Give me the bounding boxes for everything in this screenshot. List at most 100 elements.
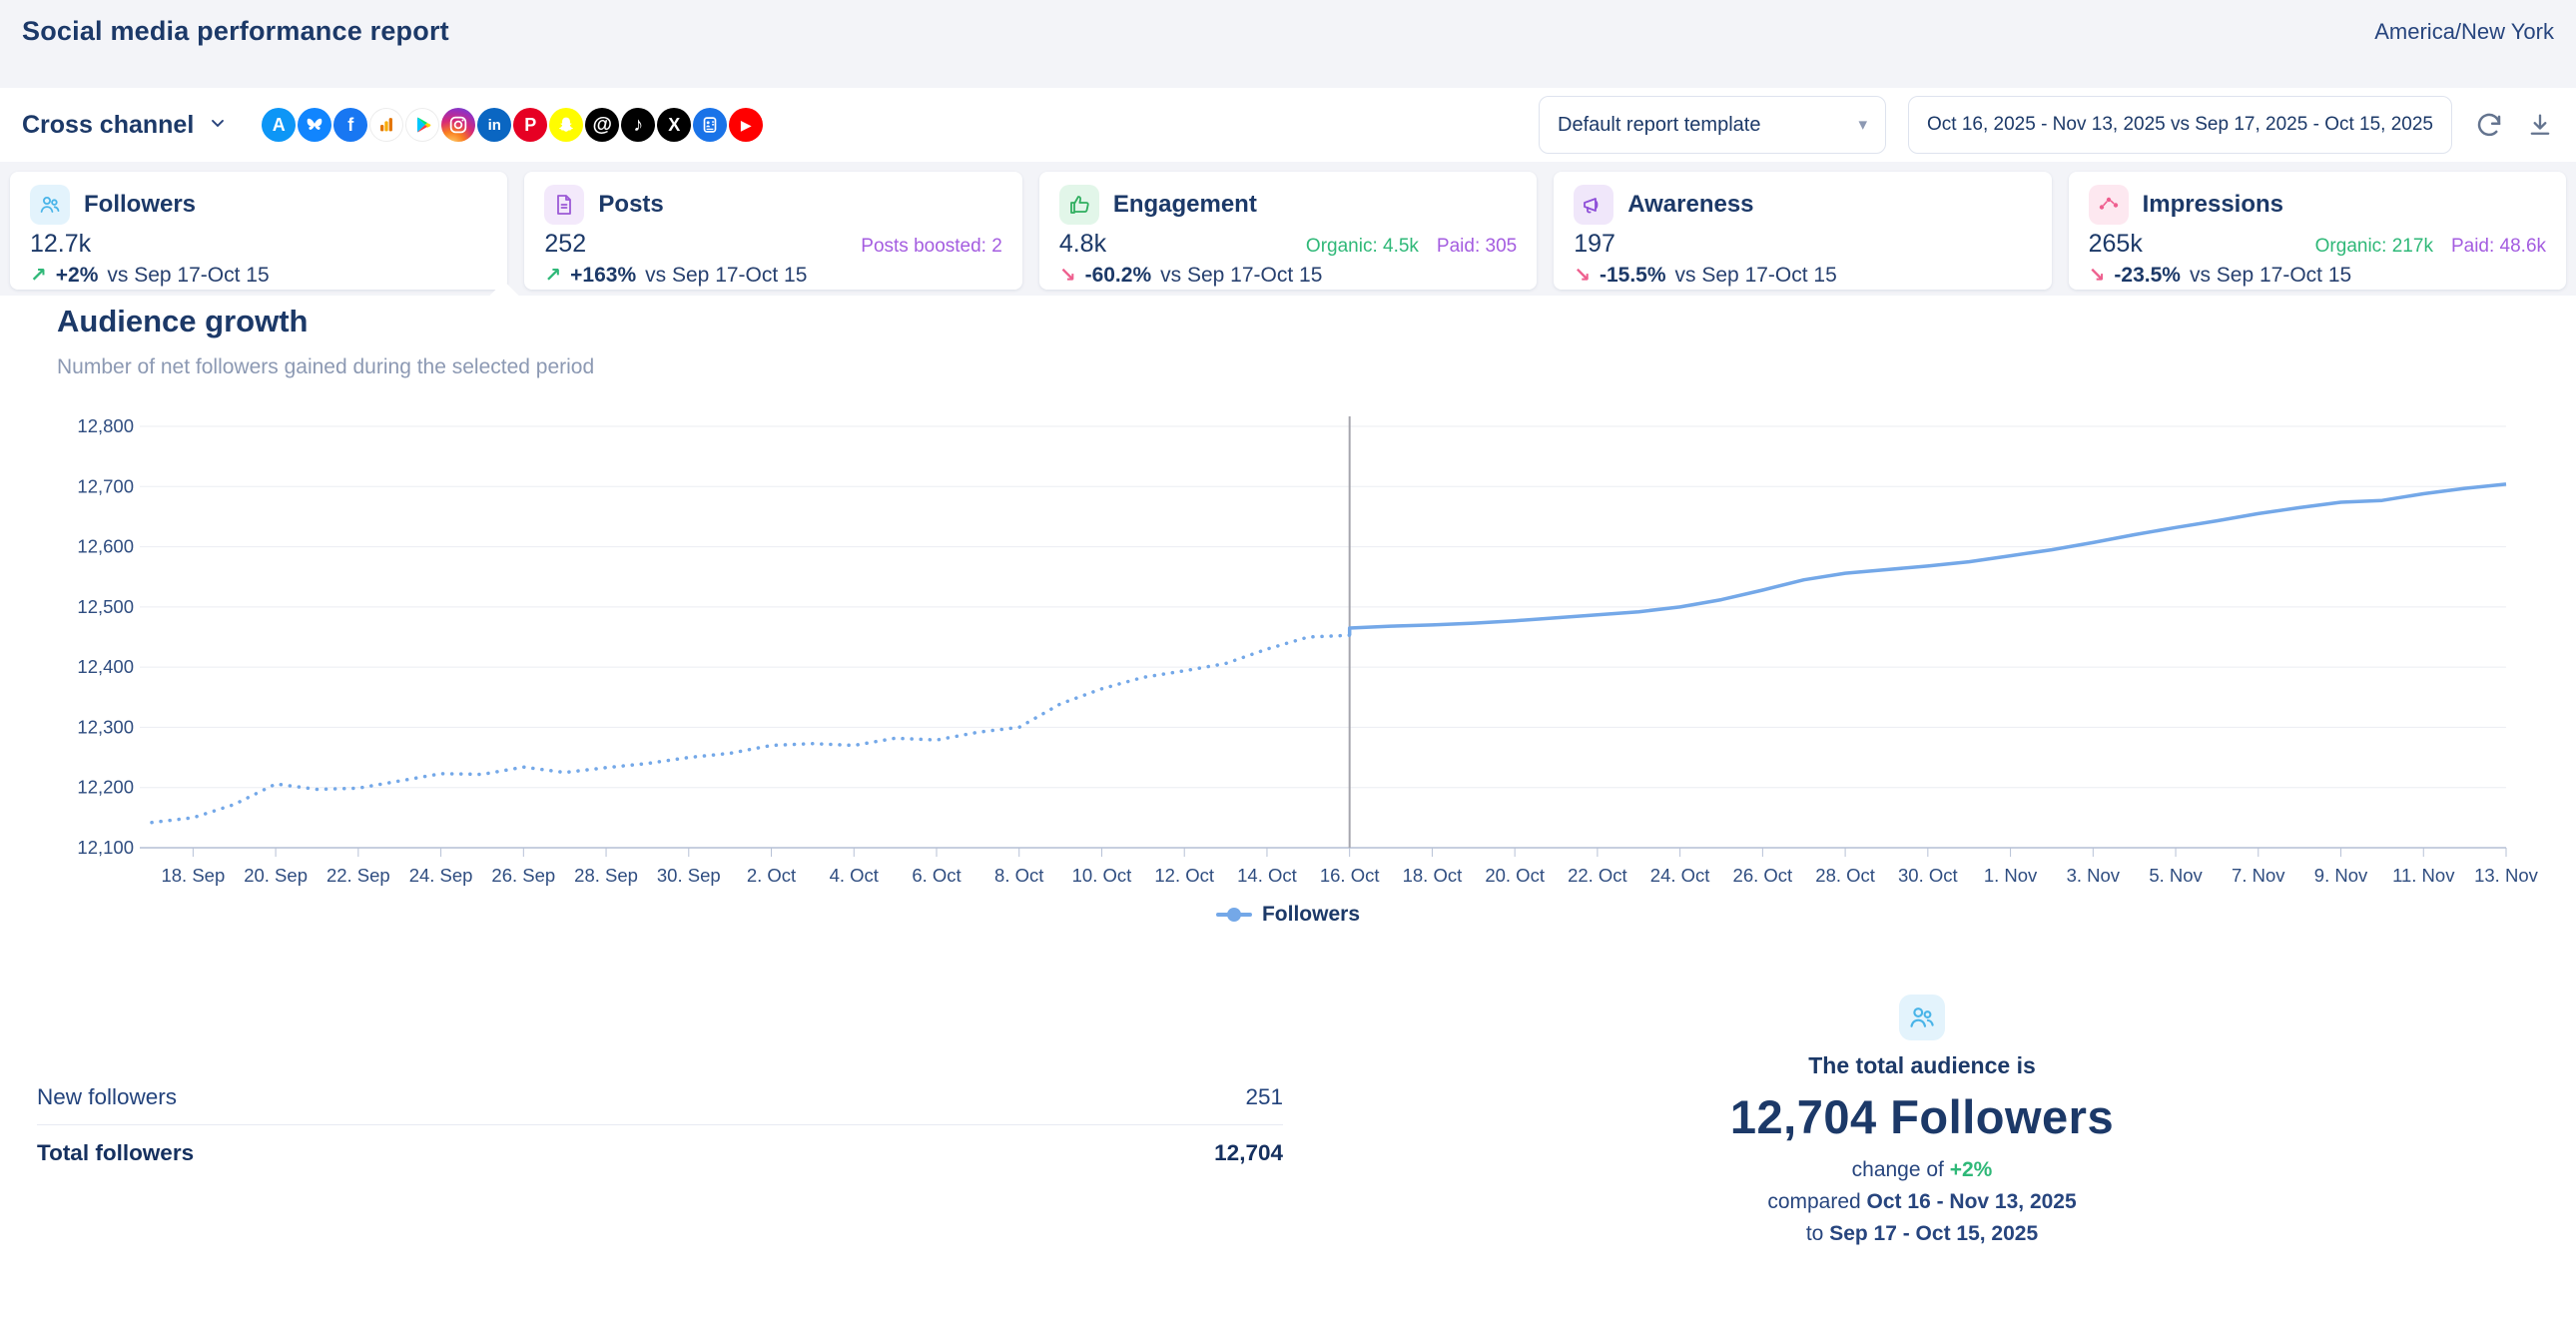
trend-up-icon: ↗ — [30, 265, 47, 287]
app-store-icon[interactable]: A — [262, 108, 297, 142]
svg-text:11. Nov: 11. Nov — [2392, 865, 2455, 886]
kpi-title: Impressions — [2142, 191, 2284, 218]
date-range-label: Oct 16, 2025 - Nov 13, 2025 vs Sep 17, 2… — [1927, 114, 2433, 135]
svg-text:30. Oct: 30. Oct — [1898, 865, 1958, 886]
svg-text:26. Sep: 26. Sep — [491, 865, 555, 886]
kpi-trend-vs: vs Sep 17-Oct 15 — [1674, 263, 1837, 287]
section-title: Audience growth — [57, 304, 309, 338]
kpi-extra-label: Paid: 305 — [1436, 236, 1518, 257]
date-range-button[interactable]: Oct 16, 2025 - Nov 13, 2025 vs Sep 17, 2… — [1908, 96, 2452, 154]
instagram-icon[interactable] — [441, 108, 476, 142]
kpi-value: 197 — [1574, 230, 1615, 258]
linkedin-icon[interactable]: in — [477, 108, 512, 142]
kpi-value: 12.7k — [30, 230, 92, 258]
row-label: New followers — [37, 1084, 178, 1109]
kpi-card-engagement[interactable]: Engagement 4.8k Organic: 4.5k Paid: 305 ↘… — [1038, 172, 1538, 290]
channel-selector-label: Cross channel — [22, 110, 195, 139]
svg-text:4. Oct: 4. Oct — [830, 865, 879, 886]
kpi-card-posts[interactable]: Posts 252 Posts boosted: 2 ↗ +163% vs Se… — [524, 172, 1022, 290]
svg-text:24. Sep: 24. Sep — [409, 865, 473, 886]
svg-text:20. Oct: 20. Oct — [1485, 865, 1545, 886]
google-business-icon[interactable] — [693, 108, 728, 142]
kpi-extra-label: Paid: 48.6k — [2450, 236, 2547, 257]
svg-text:2. Oct: 2. Oct — [747, 865, 796, 886]
svg-text:12,100: 12,100 — [77, 837, 134, 858]
kpi-extra-label: Organic: 217k — [2314, 236, 2433, 257]
bluesky-icon[interactable] — [298, 108, 332, 142]
svg-text:18. Oct: 18. Oct — [1403, 865, 1463, 886]
kpi-trend-value: +163% — [570, 263, 637, 287]
google-play-icon[interactable] — [405, 108, 440, 142]
kpi-trend-value: -60.2% — [1084, 263, 1152, 287]
svg-text:26. Oct: 26. Oct — [1733, 865, 1793, 886]
svg-text:7. Nov: 7. Nov — [2232, 865, 2285, 886]
kpi-trend-value: -15.5% — [1599, 263, 1666, 287]
svg-text:6. Oct: 6. Oct — [912, 865, 961, 886]
svg-text:24. Oct: 24. Oct — [1650, 865, 1710, 886]
refresh-button[interactable] — [2474, 110, 2504, 140]
svg-text:22. Oct: 22. Oct — [1568, 865, 1627, 886]
engagement-icon — [1058, 185, 1099, 225]
pinterest-icon[interactable]: P — [513, 108, 548, 142]
row-value: 12,704 — [1214, 1139, 1283, 1165]
summary-period-previous: Sep 17 - Oct 15, 2025 — [1829, 1222, 2039, 1245]
youtube-icon[interactable]: ▶ — [729, 108, 764, 142]
impressions-icon — [2088, 185, 2129, 225]
svg-text:3. Nov: 3. Nov — [2067, 865, 2121, 886]
svg-text:20. Sep: 20. Sep — [244, 865, 308, 886]
svg-text:12,200: 12,200 — [77, 777, 134, 798]
legend-item-followers[interactable]: Followers — [1215, 903, 1360, 927]
svg-text:16. Oct: 16. Oct — [1320, 865, 1380, 886]
legend-marker-icon — [1215, 908, 1252, 922]
table-row: New followers 251 — [37, 1070, 1283, 1125]
kpi-title: Engagement — [1112, 191, 1257, 218]
x-icon[interactable]: X — [657, 108, 692, 142]
kpi-title: Posts — [598, 191, 664, 218]
template-select[interactable]: Default report template ▾ — [1539, 96, 1886, 154]
chart-legend: Followers — [0, 903, 2576, 927]
audience-chart: 12,100 12,200 12,300 12,400 12,500 12,600 12,7… — [0, 410, 2576, 910]
audience-icon — [1899, 995, 1945, 1040]
svg-text:12. Oct: 12. Oct — [1154, 865, 1214, 886]
tiktok-icon[interactable]: ♪ — [621, 108, 656, 142]
refresh-icon — [2477, 113, 2501, 137]
timezone-label: America/New York — [2374, 19, 2554, 44]
google-analytics-icon[interactable] — [369, 108, 404, 142]
kpi-card-awareness[interactable]: Awareness 197 ↘ -15.5% vs Sep 17-Oct 15 — [1554, 172, 2052, 290]
kpi-trend-vs: vs Sep 17-Oct 15 — [107, 263, 270, 287]
trend-up-icon: ↗ — [544, 265, 562, 287]
template-select-label: Default report template — [1558, 113, 1761, 136]
chevron-down-icon — [208, 113, 228, 138]
kpi-trend-vs: vs Sep 17-Oct 15 — [2189, 263, 2352, 287]
awareness-icon — [1574, 185, 1614, 225]
page-title: Social media performance report — [22, 16, 449, 46]
svg-text:30. Sep: 30. Sep — [657, 865, 721, 886]
svg-text:18. Sep: 18. Sep — [161, 865, 225, 886]
kpi-trend-value: +2% — [55, 263, 99, 287]
facebook-icon[interactable]: f — [333, 108, 368, 142]
svg-text:22. Sep: 22. Sep — [326, 865, 390, 886]
threads-icon[interactable]: @ — [585, 108, 620, 142]
snapchat-icon[interactable] — [549, 108, 584, 142]
svg-text:12,600: 12,600 — [77, 536, 134, 557]
svg-text:28. Oct: 28. Oct — [1815, 865, 1875, 886]
channel-selector[interactable]: Cross channel — [22, 111, 228, 140]
svg-text:8. Oct: 8. Oct — [994, 865, 1043, 886]
row-value: 251 — [1245, 1084, 1283, 1109]
kpi-trend-vs: vs Sep 17-Oct 15 — [1160, 263, 1323, 287]
summary-change-value: +2% — [1949, 1158, 1993, 1181]
download-button[interactable] — [2526, 111, 2554, 139]
svg-text:13. Nov: 13. Nov — [2474, 865, 2539, 886]
kpi-card-impressions[interactable]: Impressions 265k Organic: 217k Paid: 48.6… — [2068, 172, 2567, 290]
summary-compared: compared Oct 16 - Nov 13, 2025 — [1767, 1190, 2077, 1213]
posts-icon — [544, 185, 585, 225]
select-caret-icon: ▾ — [1858, 115, 1867, 134]
header: Social media performance report America/… — [0, 0, 2576, 88]
svg-text:12,700: 12,700 — [77, 475, 134, 496]
kpi-card-followers[interactable]: Followers 12.7k ↗ +2% vs Sep 17-Oct 15 — [10, 172, 508, 290]
svg-text:9. Nov: 9. Nov — [2314, 865, 2368, 886]
trend-down-icon: ↘ — [1574, 265, 1591, 287]
kpi-value: 265k — [2088, 230, 2143, 258]
